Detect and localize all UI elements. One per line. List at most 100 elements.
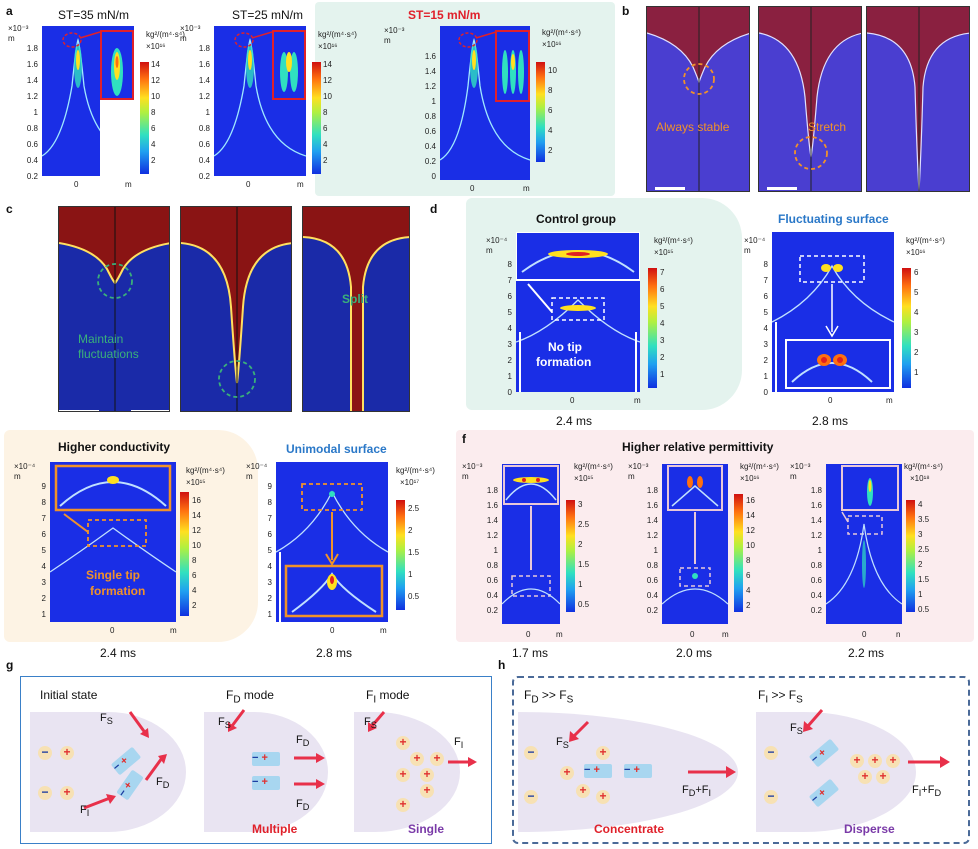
panel-g-title-3: FI mode [366,688,410,706]
panel-d1-yunit-exp: ×10⁻⁴ [486,236,508,245]
panel-f3-xtick: 0 [862,630,867,639]
ytick: 2 [41,594,46,603]
ytick: 1.2 [424,82,436,91]
cb-tick: 10 [323,92,332,101]
panel-e-time-2: 2.8 ms [316,646,353,660]
cb-tick: 0.5 [918,605,930,614]
ytick: 6 [507,292,512,301]
panel-h-frame [512,676,970,844]
cb-tick: 8 [548,86,553,95]
panel-b-caption-1: Always stable [656,120,730,134]
cb-tick: 1.5 [578,560,590,569]
panel-label-f: f [462,432,466,446]
cb-tick: 16 [192,496,201,505]
panel-g-arrows-2 [228,709,325,789]
panel-f2-field-svg [662,465,728,605]
ytick: 1.4 [424,67,436,76]
cb-tick: 6 [548,106,553,115]
panel-d-title-2: Fluctuating surface [778,212,889,226]
ytick: 1.4 [486,516,498,525]
cb-tick: 1 [914,368,919,377]
panel-c-sim-2-svg [181,207,291,411]
panel-a2-yunit: m [180,34,187,43]
panel-h-title-1: FD >> FS [524,688,574,706]
panel-d1-inner-text-1: No tip [548,340,582,354]
ytick: 4 [267,562,272,571]
ytick: 4 [507,324,512,333]
ytick: 6 [763,292,768,301]
cb-tick: 2 [578,540,583,549]
panel-b-caption-2: Stretch [808,120,847,134]
cb-tick: 4 [746,586,751,595]
ytick: 1.4 [26,76,38,85]
dipole-icon: − + [252,776,280,790]
positive-ion-icon: + [868,754,882,768]
cb-tick: 8 [151,108,156,117]
ytick: 1 [205,108,210,117]
panel-h-mode-2: Disperse [844,822,895,836]
panel-f3-colorbar [906,500,915,612]
cb-tick: 6 [914,268,919,277]
cb-tick: 6 [660,285,665,294]
panel-a3-colorbar [536,62,545,162]
cb-tick: 2 [746,601,751,610]
panel-b-sim-3 [866,6,970,192]
panel-a-title-2: ST=25 mN/m [232,8,304,22]
panel-a3-zoom-box [495,30,530,102]
panel-h-mode-1: Concentrate [594,822,665,836]
panel-a2-zoom-svg [280,52,298,92]
panel-f1-cb-unit: kg²/(m⁴·s⁴) [574,462,613,471]
panel-f3-yunit: m [790,472,797,481]
cb-tick: 12 [151,76,160,85]
positive-ion-icon: + [576,784,590,798]
panel-e2-yunit: m [246,472,253,481]
panel-f-time-3: 2.2 ms [848,646,885,660]
ytick: 9 [41,482,46,491]
cb-tick: 6 [323,124,328,133]
panel-a1-cb-exp: ×10¹⁶ [146,42,166,51]
force-label-fs: FS [218,716,231,731]
ytick: 4 [763,324,768,333]
ytick: 0.8 [646,561,658,570]
panel-a3-yunit-exp: ×10⁻³ [384,26,405,35]
panel-d-time-2: 2.8 ms [812,414,849,428]
panel-a2-heatmap [214,26,306,176]
panel-f2-heatmap [662,464,728,624]
panel-c-caption-2: Split [342,292,368,306]
panel-f1-yticks: 1.8 1.6 1.4 1.2 1 0.8 0.6 0.4 0.2 [476,486,498,621]
force-label-fs: FS [556,736,569,751]
ytick: 1 [431,97,436,106]
dipole-icon: − + [584,764,612,778]
panel-f3-xunit: n [896,630,901,639]
panel-d1-yunit: m [486,246,493,255]
panel-a-title-1: ST=35 mN/m [58,8,130,22]
panel-g-title-1: Initial state [40,688,98,702]
panel-f2-xunit: m [722,630,729,639]
negative-ion-icon: − [524,790,538,804]
panel-e2-yticks: 9 8 7 6 5 4 3 2 1 [250,482,272,626]
ytick: 8 [763,260,768,269]
panel-e-title-2: Unimodal surface [286,442,387,456]
ytick: 1.2 [486,531,498,540]
cb-tick: 2 [192,601,197,610]
panel-f1-cb-ticks: 3 2.5 2 1.5 1 0.5 [578,500,589,620]
panel-label-b: b [622,4,630,18]
panel-e2-yunit-exp: ×10⁻⁴ [246,462,268,471]
panel-e1-cb-unit: kg²/(m⁴·s⁴) [186,466,225,475]
panel-b-sim-2-svg [759,7,861,191]
panel-a1-xtick: 0 [74,180,79,189]
positive-ion-icon: + [60,786,74,800]
panel-a1-cb-unit: kg²/(m⁴·s⁴) [146,30,185,39]
panel-g-frame [20,676,492,844]
ytick: 0.8 [26,124,38,133]
ytick: 0.2 [810,606,822,615]
panel-c-caption-1b: fluctuations [78,347,139,361]
ytick: 1.6 [810,501,822,510]
panel-d1-cb-unit: kg²/(m⁴·s⁴) [654,236,693,245]
panel-d2-yunit-exp: ×10⁻⁴ [744,236,766,245]
positive-ion-icon: + [410,752,424,766]
panel-e1-yticks: 9 8 7 6 5 4 3 2 1 [24,482,46,626]
panel-label-c: c [6,202,13,216]
ytick: 1.6 [424,52,436,61]
panel-a1-zoom-svg [111,48,123,96]
